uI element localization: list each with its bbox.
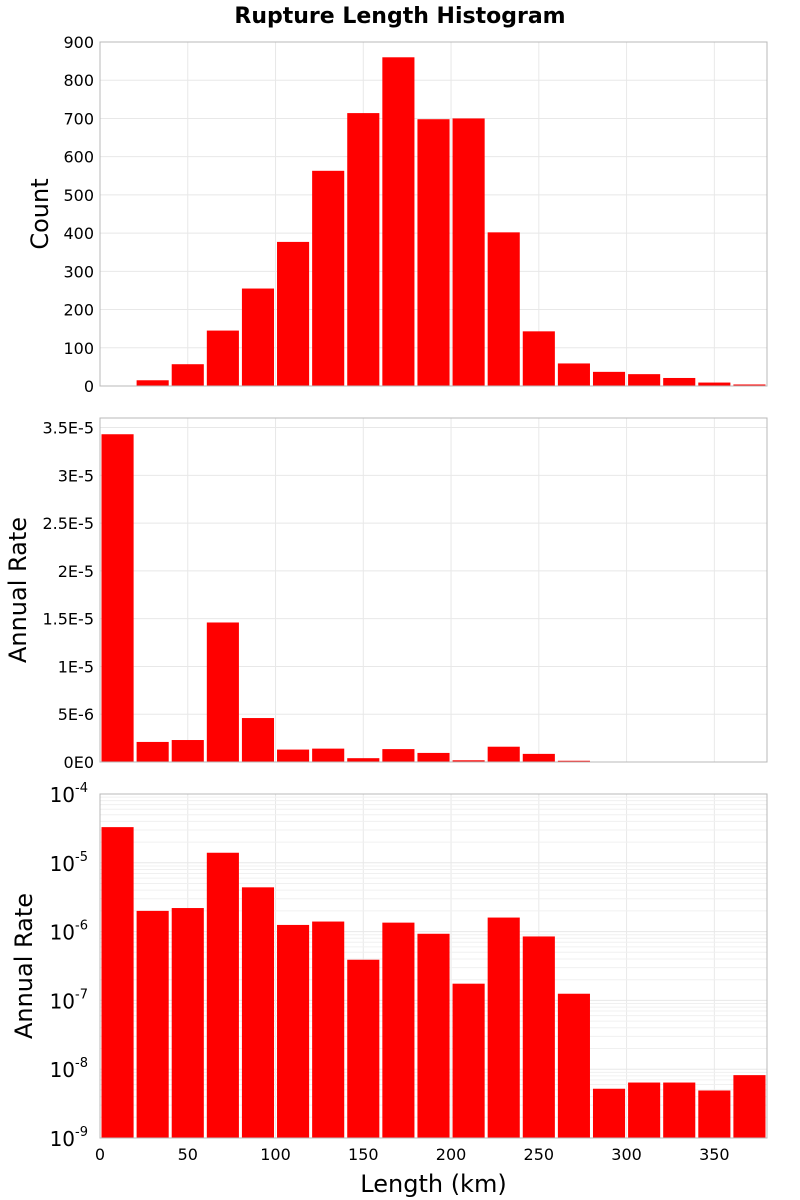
histogram-bar	[557, 760, 590, 762]
histogram-bar	[698, 1090, 731, 1138]
y-tick-label: 0E0	[64, 753, 94, 772]
y-tick-label: 1E-5	[58, 657, 94, 676]
histogram-bar	[206, 622, 239, 762]
histogram-bar	[382, 749, 415, 762]
histogram-bar	[628, 374, 661, 386]
histogram-bar	[312, 748, 345, 762]
histogram-bar	[277, 924, 310, 1138]
x-tick-label: 150	[348, 1145, 379, 1164]
histogram-bar	[206, 852, 239, 1138]
histogram-bar	[241, 887, 275, 1138]
x-tick-label: 350	[699, 1145, 730, 1164]
plot-frame	[99, 793, 768, 1139]
histogram-bar	[241, 288, 275, 386]
y-tick-label: 500	[63, 186, 94, 205]
histogram-bar	[487, 746, 520, 762]
annual-rate-linear-panel: 0E0 5E-6 1E-5 1.5E-5 2E-5 2.5E-5 3E-5 3.5E-5 Ann…	[4, 417, 768, 772]
y-axis-label: Annual Rate	[10, 893, 38, 1039]
y-tick-label: 300	[63, 262, 94, 281]
histogram-bar	[522, 753, 555, 762]
y-tick-label: 1.5E-5	[42, 610, 94, 629]
histogram-bar	[171, 908, 204, 1138]
histogram-bar	[136, 741, 169, 762]
histogram-bar	[592, 371, 626, 386]
x-tick-label: 200	[436, 1145, 467, 1164]
y-tick-label: 200	[63, 301, 94, 320]
histogram-bar	[136, 380, 169, 386]
histogram-bar	[452, 983, 485, 1138]
histogram-bar	[417, 119, 450, 386]
x-tick-label: 50	[178, 1145, 198, 1164]
histogram-bar	[733, 384, 766, 386]
annual-rate-log-panel: 10-9 10-8 10-7 10-6 10-5 10-4 Annual Rate 0 50 10…	[10, 781, 768, 1198]
y-tick-label: 400	[63, 224, 94, 243]
histogram-bar	[101, 827, 134, 1138]
histogram-bar	[487, 917, 520, 1138]
y-tick-label: 3.5E-5	[42, 419, 94, 438]
histogram-bar	[452, 760, 485, 762]
y-axis-label: Count	[26, 178, 54, 249]
x-tick-label: 0	[95, 1145, 105, 1164]
histogram-bar	[347, 959, 380, 1138]
histogram-bar	[733, 1075, 766, 1138]
y-tick-label: 10-9	[50, 1125, 88, 1151]
y-tick-label: 10-6	[50, 919, 88, 945]
histogram-bar	[592, 1088, 626, 1138]
y-tick-label: 3E-5	[58, 466, 94, 485]
y-tick-label: 10-4	[50, 781, 88, 807]
histogram-bar	[206, 330, 239, 386]
histogram-bar	[312, 921, 345, 1138]
histogram-bar	[522, 936, 555, 1138]
histogram-bar	[347, 758, 380, 762]
histogram-bar	[522, 331, 555, 386]
histogram-bar	[277, 749, 310, 762]
y-axis-label: Annual Rate	[4, 517, 32, 663]
y-tick-label: 800	[63, 71, 94, 90]
histogram-bar	[417, 752, 450, 762]
histogram-bar	[382, 922, 415, 1138]
histogram-bar	[171, 740, 204, 762]
x-tick-label: 300	[611, 1145, 642, 1164]
histogram-bar	[698, 382, 731, 386]
plot-frame	[99, 41, 768, 387]
y-tick-label: 10-8	[50, 1056, 88, 1082]
histogram-bar	[347, 113, 380, 387]
y-tick-label: 2.5E-5	[42, 514, 94, 533]
histogram-bar	[452, 118, 485, 386]
histogram-bar	[171, 364, 204, 386]
histogram-bar	[277, 241, 310, 386]
y-tick-label: 10-5	[50, 850, 88, 876]
histogram-bar	[557, 363, 590, 386]
histogram-bar	[557, 993, 590, 1138]
histogram-bar	[101, 434, 134, 762]
plot-frame	[99, 417, 768, 763]
histogram-bar	[312, 170, 345, 386]
y-tick-label: 10-7	[50, 987, 88, 1013]
y-tick-label: 600	[63, 148, 94, 167]
y-tick-label: 900	[63, 33, 94, 52]
y-tick-label: 2E-5	[58, 562, 94, 581]
histogram-bar	[487, 232, 520, 386]
histogram-bar	[663, 377, 696, 386]
chart-title: Rupture Length Histogram	[234, 4, 565, 29]
plot-area	[99, 417, 768, 763]
histogram-bar	[417, 933, 450, 1138]
y-tick-label: 5E-6	[58, 705, 94, 724]
x-tick-label: 250	[524, 1145, 555, 1164]
count-panel: 0 100 200 300 400 500 600 700 800 900 Count	[26, 33, 768, 396]
y-tick-label: 0	[84, 377, 94, 396]
histogram-bar	[382, 57, 415, 387]
x-axis-label: Length (km)	[360, 1170, 506, 1198]
histogram-bar	[136, 910, 169, 1138]
x-tick-label: 100	[260, 1145, 291, 1164]
histogram-bar	[241, 718, 275, 762]
histogram-bar	[663, 1082, 696, 1138]
y-tick-label: 700	[63, 109, 94, 128]
y-tick-label: 100	[63, 339, 94, 358]
histogram-bar	[628, 1082, 661, 1138]
